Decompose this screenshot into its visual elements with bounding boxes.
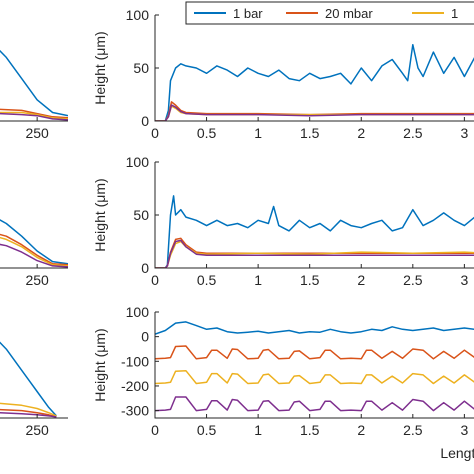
y-tick-label: 100 — [126, 7, 150, 23]
x-tick-label: 1.5 — [300, 272, 320, 288]
axis-frame — [0, 120, 68, 122]
series-group — [0, 219, 68, 268]
x-tick-label: 250 — [25, 422, 49, 438]
series-line-series-4 — [155, 239, 474, 268]
y-tick-label: -100 — [121, 353, 149, 369]
panel-left-top: 250 — [0, 49, 68, 141]
series-line-series-1 — [0, 49, 68, 117]
y-tick-label: 0 — [141, 260, 149, 276]
panel-left-middle: 250 — [0, 219, 68, 288]
series-group — [0, 341, 57, 418]
x-tick-label: 3 — [460, 422, 468, 438]
series-line-series-3 — [0, 111, 68, 120]
y-tick-label: 0 — [141, 113, 149, 129]
x-tick-label: 0.5 — [197, 272, 217, 288]
series-line-series-1 — [0, 341, 57, 417]
x-tick-label: 250 — [25, 272, 49, 288]
series-line-20-mbar — [155, 101, 474, 121]
y-axis-label: Height (μm) — [92, 178, 108, 251]
series-line-20-mbar — [155, 345, 474, 360]
x-tick-label: 2 — [357, 422, 365, 438]
series-line-series-1 — [0, 219, 68, 265]
x-tick-label: 1 — [254, 422, 262, 438]
legend-label-1-bar: 1 bar — [233, 6, 263, 21]
y-tick-label: 100 — [126, 154, 150, 170]
series-group — [155, 321, 474, 412]
x-tick-label: 2 — [357, 272, 365, 288]
y-axis-label: Height (μm) — [92, 31, 108, 104]
series-line-series-2 — [0, 233, 68, 266]
axis-frame — [0, 267, 68, 269]
x-tick-label: 1 — [254, 272, 262, 288]
x-tick-label: 2.5 — [403, 125, 423, 141]
axis-frame — [0, 417, 68, 419]
y-tick-label: 50 — [133, 207, 149, 223]
legend-label-20-mbar: 20 mbar — [325, 6, 373, 21]
panel-left-bottom: 250 — [0, 341, 68, 438]
series-line-series-3 — [0, 236, 68, 267]
legend-label-third: 1 — [451, 6, 458, 21]
x-tick-label: 0.5 — [197, 422, 217, 438]
series-line-1 — [155, 369, 474, 385]
series-line-series-4 — [155, 104, 474, 121]
legend-box — [185, 1, 474, 25]
x-tick-label: 0.5 — [197, 125, 217, 141]
series-line-1-bar — [155, 321, 474, 335]
x-axis-label: Length (mm) — [440, 445, 474, 461]
x-tick-label: 2 — [357, 125, 365, 141]
x-tick-label: 0 — [151, 272, 159, 288]
x-tick-label: 1.5 — [300, 125, 320, 141]
series-line-series-2 — [0, 408, 57, 418]
x-tick-label: 0 — [151, 125, 159, 141]
x-tick-label: 2.5 — [403, 272, 423, 288]
legend: 1 bar 20 mbar 1 — [185, 1, 474, 25]
y-tick-label: -300 — [121, 403, 149, 419]
x-tick-label: 3 — [460, 125, 468, 141]
x-tick-label: 1 — [254, 125, 262, 141]
y-tick-label: 100 — [126, 304, 150, 320]
y-tick-label: 0 — [141, 329, 149, 345]
x-tick-label: 3 — [460, 272, 468, 288]
x-tick-label: 0 — [151, 422, 159, 438]
series-line-series-4 — [0, 112, 68, 121]
y-axis-label: Height (μm) — [92, 328, 108, 401]
y-tick-label: -200 — [121, 378, 149, 394]
y-tick-label: 50 — [133, 60, 149, 76]
panel-right-bottom: 0 0.5 1 1.5 2 2.5 3 100 0 -100 -200 -300 Height (μm)… — [92, 304, 474, 461]
series-line-series-2 — [0, 108, 68, 119]
series-line-series-3 — [0, 402, 57, 417]
series-line-series-4 — [0, 243, 68, 268]
series-line-series-4 — [155, 396, 474, 412]
panel-right-middle: 0 0.5 1 1.5 2 2.5 3 0 50 100 Height (μm) — [92, 154, 474, 288]
series-group — [155, 195, 474, 268]
series-group — [155, 43, 474, 121]
panel-right-top: 0 0.5 1 1.5 2 2.5 3 0 50 100 Height (μm) — [92, 7, 474, 141]
series-group — [0, 49, 68, 121]
series-line-1-bar — [155, 43, 474, 121]
x-tick-label: 2.5 — [403, 422, 423, 438]
series-line-series-4 — [0, 412, 57, 418]
x-tick-label: 250 — [25, 125, 49, 141]
series-line-1-bar — [155, 195, 474, 268]
x-tick-label: 1.5 — [300, 422, 320, 438]
